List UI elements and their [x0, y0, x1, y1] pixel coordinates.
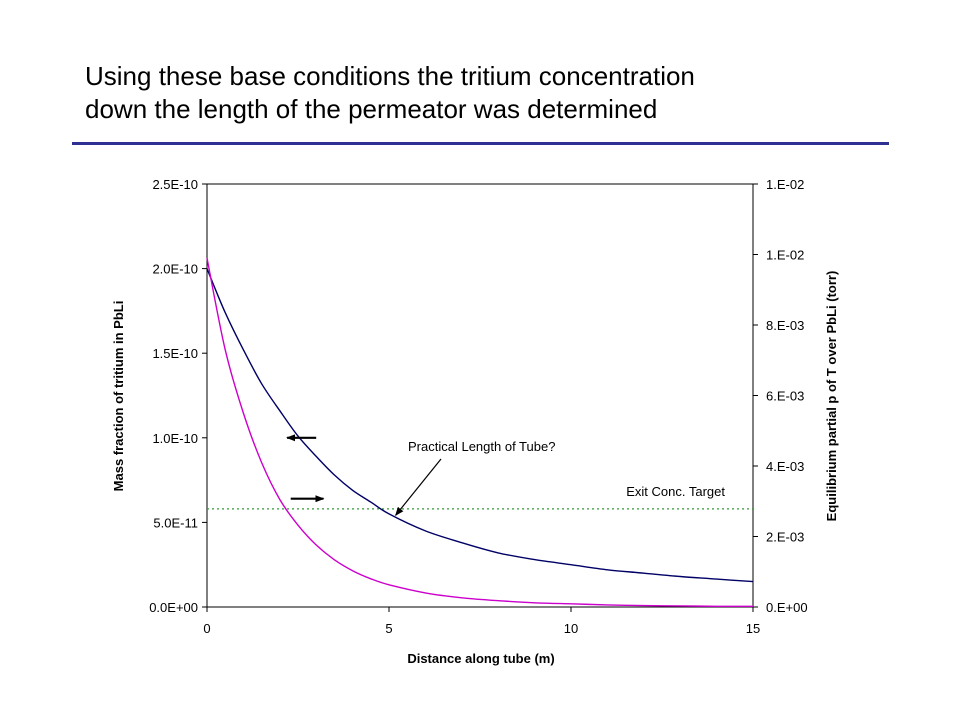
reference-lines: Exit Conc. Target	[207, 484, 753, 510]
slide-title-line-1: Using these base conditions the tritium …	[85, 61, 695, 91]
slide-title: Using these base conditions the tritium …	[85, 60, 885, 126]
y2-tick-label: 8.E-03	[766, 318, 804, 333]
x-tick-label: 0	[203, 621, 210, 636]
practical-length-label: Practical Length of Tube?	[408, 439, 555, 454]
y-axis-title: Mass fraction of tritium in PbLi	[111, 301, 126, 492]
x-tick-label: 15	[746, 621, 760, 636]
y-tick-label: 0.0E+00	[149, 600, 198, 615]
x-axis-title: Distance along tube (m)	[407, 651, 554, 666]
y2-axis-title: Equilibrium partial p of T over PbLi (to…	[824, 271, 839, 522]
y2-tick-label: 6.E-03	[766, 389, 804, 404]
y-tick-label: 1.5E-10	[152, 346, 198, 361]
exit-target-label: Exit Conc. Target	[626, 484, 725, 499]
annotations-layer: Practical Length of Tube?	[286, 434, 555, 517]
title-underline	[72, 142, 889, 145]
slide-title-line-2: down the length of the permeator was det…	[85, 94, 658, 124]
practical-length-arrow	[395, 458, 442, 517]
y2-tick-label: 0.E+00	[766, 600, 808, 615]
x-tick-label: 10	[564, 621, 578, 636]
partial-pressure-line	[206, 257, 754, 608]
y-tick-label: 5.0E-11	[153, 515, 198, 530]
series-layer	[206, 257, 754, 608]
y-tick-label: 2.5E-10	[152, 177, 198, 192]
y2-tick-label: 1.E-02	[766, 177, 804, 192]
ticks-layer: 0 5 10 15 0.0E+00 5.0E-11 1.0E-10 1.5E-10 2.0E-1…	[149, 177, 807, 636]
y2-tick-label: 2.E-03	[766, 530, 804, 545]
x-tick-label: 5	[385, 621, 392, 636]
y2-tick-label: 1.E-02	[766, 248, 804, 263]
y-tick-label: 1.0E-10	[152, 431, 198, 446]
mass-fraction-line	[206, 268, 754, 583]
plot-area	[206, 183, 754, 608]
plot-border	[206, 183, 754, 608]
y2-tick-label: 4.E-03	[766, 459, 804, 474]
y-tick-label: 2.0E-10	[152, 262, 198, 277]
